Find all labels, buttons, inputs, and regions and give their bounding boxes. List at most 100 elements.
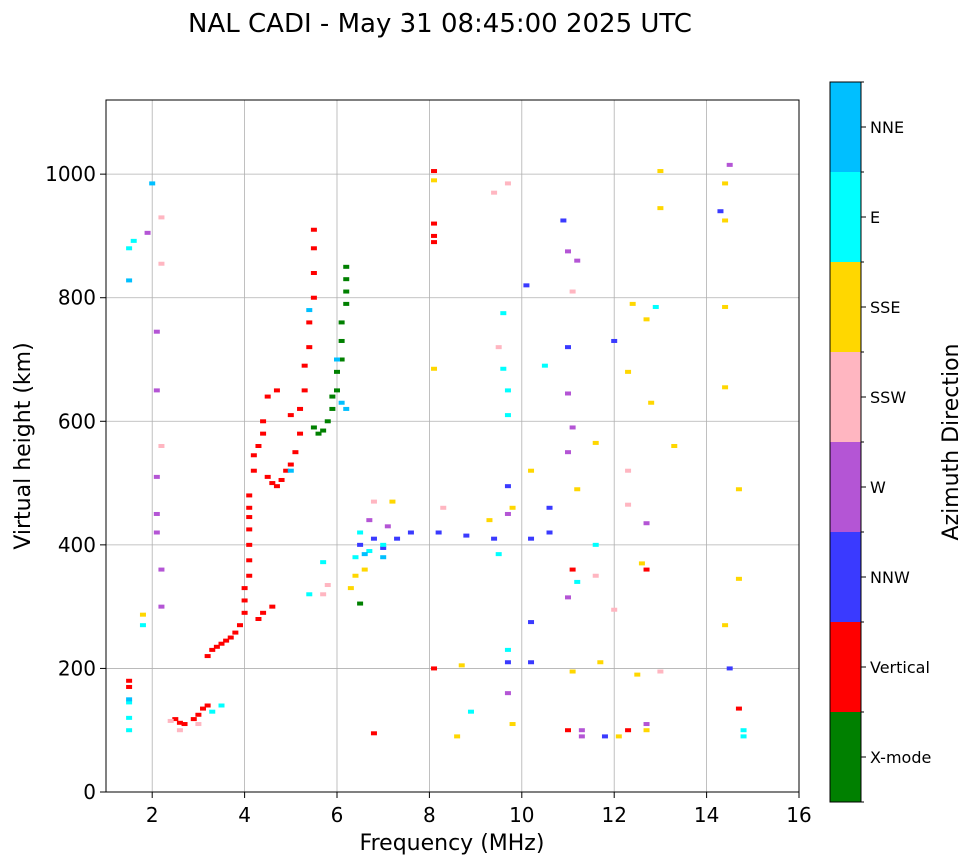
data-point-sse <box>657 169 664 174</box>
data-point-e <box>357 530 364 535</box>
data-point-sse <box>431 366 438 371</box>
data-point-vertical <box>306 345 313 350</box>
data-point-sse <box>657 206 664 211</box>
data-point-sse <box>454 734 461 739</box>
data-point-w <box>366 518 373 523</box>
y-axis-ticks: 0 200 400 600 800 1000 <box>45 162 106 804</box>
data-point-vertical <box>250 468 257 473</box>
data-point-vertical <box>260 419 267 424</box>
data-point-e <box>740 734 747 739</box>
data-point-vertical <box>297 406 304 411</box>
data-point-x-mode <box>343 277 350 282</box>
data-point-sse <box>569 669 576 674</box>
data-point-e <box>592 542 599 547</box>
data-point-nnw <box>726 666 733 671</box>
data-point-ssw <box>504 181 511 186</box>
data-point-w <box>144 230 151 235</box>
data-point-w <box>384 524 391 529</box>
data-point-sse <box>634 672 641 677</box>
data-point-vertical <box>227 635 234 640</box>
data-point-vertical <box>370 731 377 736</box>
colorbar-tick-label: W <box>870 478 886 497</box>
data-point-sse <box>722 304 729 309</box>
colorbar-frame <box>829 81 862 803</box>
data-point-ssw <box>569 289 576 294</box>
data-point-e <box>504 647 511 652</box>
data-point-sse <box>509 722 516 727</box>
data-point-vertical <box>287 462 294 467</box>
data-point-sse <box>347 586 354 591</box>
data-point-e <box>218 703 225 708</box>
data-point-vertical <box>310 227 317 232</box>
data-point-x-mode <box>338 357 345 362</box>
data-point-sse <box>139 612 146 617</box>
data-point-nnw <box>435 530 442 535</box>
data-point-nnw <box>504 484 511 489</box>
data-point-vertical <box>431 169 438 174</box>
colorbar-tick-label: NNW <box>870 568 910 587</box>
data-point-nnw <box>357 542 364 547</box>
data-point-vertical <box>273 484 280 489</box>
colorbar-segment <box>830 532 861 622</box>
data-point-vertical <box>204 654 211 659</box>
data-point-vertical <box>246 515 253 520</box>
x-tick-label: 4 <box>238 803 251 827</box>
data-point-vertical <box>204 703 211 708</box>
data-point-vertical <box>172 717 179 722</box>
data-point-vertical <box>306 320 313 325</box>
data-point-w <box>153 474 160 479</box>
data-point-e <box>306 592 313 597</box>
data-point-sse <box>486 518 493 523</box>
data-point-vertical <box>310 246 317 251</box>
data-point-sse <box>638 561 645 566</box>
data-point-ssw <box>657 669 664 674</box>
data-point-vertical <box>310 295 317 300</box>
data-point-vertical <box>246 542 253 547</box>
data-point-vertical <box>223 638 230 643</box>
data-point-e <box>495 552 502 557</box>
data-point-e <box>126 728 133 733</box>
data-point-vertical <box>269 604 276 609</box>
data-point-ssw <box>611 607 618 612</box>
y-tick-label: 600 <box>58 409 96 433</box>
x-tick-label: 2 <box>146 803 159 827</box>
data-point-nnw <box>611 338 618 343</box>
data-point-e <box>130 238 137 243</box>
data-point-e <box>126 715 133 720</box>
plot-area: 2 4 6 8 10 12 14 16 0 200 400 600 800 1000 <box>45 99 812 827</box>
colorbar-segment <box>830 622 861 712</box>
data-point-sse <box>629 301 636 306</box>
data-point-vertical <box>213 644 220 649</box>
data-point-nnw <box>528 536 535 541</box>
data-point-nnw <box>407 530 414 535</box>
data-point-ssw <box>625 468 632 473</box>
colorbar-tick-label: SSE <box>870 298 900 317</box>
data-point-w <box>726 162 733 167</box>
data-point-vertical <box>260 431 267 436</box>
data-point-nne <box>306 308 313 313</box>
data-point-w <box>574 258 581 263</box>
data-point-nnw <box>370 536 377 541</box>
data-point-x-mode <box>343 301 350 306</box>
data-point-sse <box>722 623 729 628</box>
data-point-sse <box>431 178 438 183</box>
data-point-vertical <box>283 468 290 473</box>
data-point-w <box>158 567 165 572</box>
data-point-x-mode <box>334 388 340 393</box>
data-point-vertical <box>735 706 742 711</box>
data-point-nnw <box>463 533 470 538</box>
data-point-vertical <box>246 505 253 510</box>
data-point-sse <box>625 369 632 374</box>
y-tick-label: 0 <box>83 780 96 804</box>
data-point-ssw <box>324 583 331 588</box>
data-point-vertical <box>431 233 438 238</box>
data-point-vertical <box>246 493 253 498</box>
data-point-vertical <box>250 453 257 458</box>
data-point-w <box>578 734 585 739</box>
data-point-sse <box>643 317 650 322</box>
y-tick-label: 1000 <box>45 162 96 186</box>
data-point-ssw <box>491 190 498 195</box>
data-point-vertical <box>625 728 632 733</box>
data-point-vertical <box>643 567 650 572</box>
